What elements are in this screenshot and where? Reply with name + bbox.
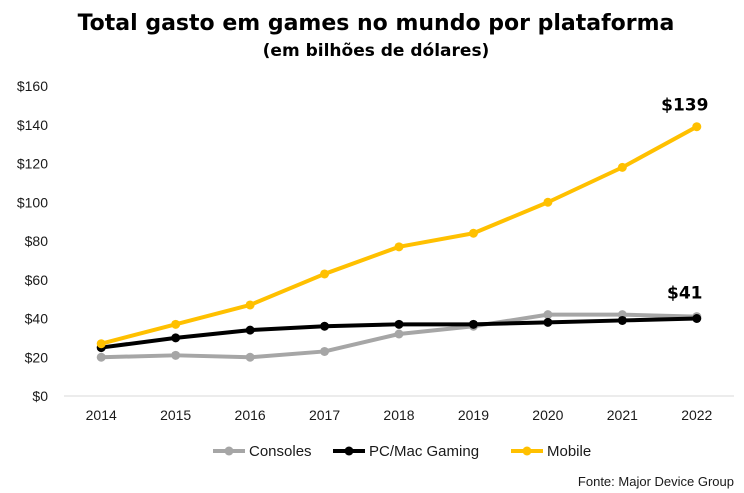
- legend: Consoles PC/Mac Gaming Mobile: [213, 443, 591, 460]
- y-axis-ticks: $0 $20 $40 $60 $80 $100 $120 $140 $160: [17, 78, 48, 404]
- legend-label-mobile: Mobile: [547, 443, 591, 460]
- y-tick-label: $60: [25, 272, 49, 288]
- legend-marker-pc-mac-gaming: [344, 446, 354, 456]
- data-point-consoles: [543, 310, 553, 320]
- y-tick-label: $20: [25, 349, 49, 365]
- legend-marker-consoles: [224, 446, 234, 456]
- data-point-mobile: [468, 228, 478, 238]
- y-tick-label: $120: [17, 156, 48, 172]
- x-tick-label: 2021: [607, 407, 638, 423]
- data-point-mobile: [245, 300, 255, 310]
- data-point-pc-mac-gaming: [692, 314, 702, 323]
- data-point-mobile: [320, 269, 330, 279]
- y-tick-label: $160: [17, 78, 48, 94]
- data-point-mobile: [617, 162, 627, 172]
- series-group: [96, 122, 702, 362]
- legend-label-consoles: Consoles: [249, 443, 312, 460]
- data-point-mobile: [692, 122, 702, 132]
- data-point-pc-mac-gaming: [543, 317, 553, 327]
- legend-marker-mobile: [522, 446, 532, 456]
- data-point-pc-mac-gaming: [468, 319, 478, 329]
- x-tick-label: 2014: [86, 407, 117, 423]
- data-point-mobile: [171, 319, 181, 329]
- data-point-mobile: [543, 197, 553, 207]
- legend-label-pc-mac-gaming: PC/Mac Gaming: [369, 443, 479, 460]
- chart-subtitle: (em bilhões de dólares): [263, 41, 490, 61]
- series-line-mobile: [99, 124, 699, 346]
- y-tick-label: $0: [32, 388, 48, 404]
- data-point-consoles: [245, 352, 255, 362]
- chart-title: Total gasto em games no mundo por plataf…: [78, 11, 675, 36]
- x-tick-label: 2019: [458, 407, 489, 423]
- x-tick-label: 2022: [681, 407, 712, 423]
- x-tick-label: 2017: [309, 407, 340, 423]
- y-tick-label: $80: [25, 233, 49, 249]
- data-point-pc-mac-gaming: [171, 333, 181, 343]
- source-note: Fonte: Major Device Group: [578, 474, 734, 489]
- data-point-consoles: [394, 329, 404, 339]
- end-value-label: $41: [667, 284, 703, 304]
- data-point-mobile: [394, 242, 404, 252]
- y-tick-label: $40: [25, 311, 49, 327]
- data-point-consoles: [171, 350, 181, 360]
- y-tick-label: $100: [17, 194, 48, 210]
- x-tick-label: 2020: [532, 407, 563, 423]
- y-tick-label: $140: [17, 117, 48, 133]
- x-tick-label: 2015: [160, 407, 191, 423]
- end-value-label: $139: [661, 96, 708, 116]
- x-tick-label: 2018: [383, 407, 414, 423]
- data-point-pc-mac-gaming: [617, 315, 627, 325]
- data-point-consoles: [96, 352, 106, 362]
- data-point-pc-mac-gaming: [245, 325, 255, 335]
- data-point-mobile: [96, 339, 106, 349]
- x-tick-label: 2016: [235, 407, 266, 423]
- annotations: $139 $41: [661, 96, 708, 304]
- data-point-pc-mac-gaming: [320, 321, 330, 331]
- data-point-pc-mac-gaming: [394, 319, 404, 329]
- x-axis-ticks: 2014 2015 2016 2017 2018 2019 2020 2021 2022: [86, 407, 713, 423]
- data-point-consoles: [320, 346, 330, 356]
